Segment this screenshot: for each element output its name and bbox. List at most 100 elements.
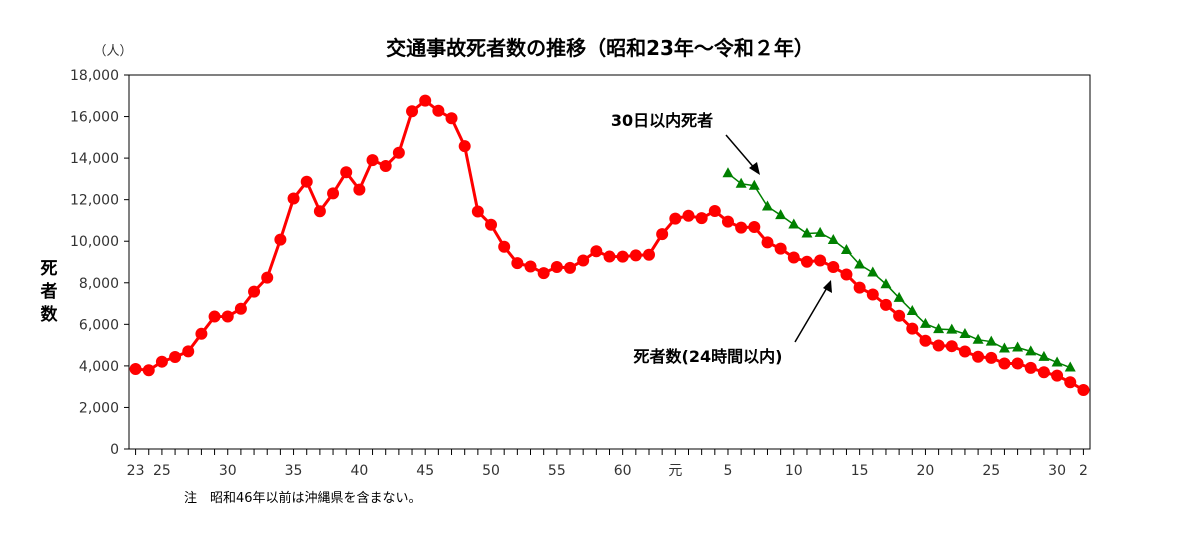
y-axis-title-char: 数 xyxy=(41,304,59,325)
y-axis: 0 2,000 4,000 6,000 8,000 10,000 12,000 14,000 1… xyxy=(70,68,129,458)
y-axis-unit: （人） xyxy=(93,44,132,59)
x-tick-label: 5 xyxy=(724,463,733,479)
data-point xyxy=(998,357,1011,370)
x-tick-label: 45 xyxy=(416,463,434,479)
data-point xyxy=(208,310,221,323)
data-point xyxy=(854,258,866,269)
x-tick-label: 15 xyxy=(851,463,869,479)
data-point xyxy=(879,298,892,311)
data-point xyxy=(142,364,155,377)
data-point xyxy=(327,187,340,200)
data-point xyxy=(748,179,760,190)
data-point xyxy=(721,215,734,228)
x-tick-label: 50 xyxy=(482,463,500,479)
data-point xyxy=(524,260,537,273)
data-point xyxy=(775,209,787,220)
data-point xyxy=(313,205,326,218)
data-point xyxy=(669,212,682,225)
data-point xyxy=(155,355,168,368)
data-point xyxy=(629,249,642,262)
data-point xyxy=(1051,356,1063,367)
y-axis-title-char: 死 xyxy=(41,259,58,279)
data-point xyxy=(1025,345,1037,356)
data-point xyxy=(366,154,379,167)
data-point xyxy=(590,245,603,258)
x-tick-label: 2 xyxy=(1079,463,1088,479)
data-point xyxy=(1077,384,1090,397)
series-within-24h xyxy=(129,94,1090,397)
data-point xyxy=(761,236,774,249)
annotation-arrow-24h xyxy=(794,285,829,343)
y-tick-label: 14,000 xyxy=(70,151,119,167)
data-point xyxy=(458,140,471,153)
data-point xyxy=(840,268,853,281)
data-point xyxy=(1024,361,1037,374)
data-point xyxy=(682,209,695,222)
data-point xyxy=(893,291,905,302)
x-tick-label: 23 xyxy=(127,463,145,479)
data-point xyxy=(300,175,313,188)
data-point xyxy=(419,94,432,107)
data-point xyxy=(985,335,997,346)
series-within-30days xyxy=(722,167,1076,372)
data-point xyxy=(801,227,813,238)
data-point xyxy=(1037,366,1050,379)
data-point xyxy=(485,218,498,231)
data-point xyxy=(880,278,892,289)
x-tick-label: 20 xyxy=(917,463,935,479)
data-point xyxy=(906,305,918,316)
data-point xyxy=(616,250,629,263)
data-point xyxy=(959,327,971,338)
x-tick-label: 30 xyxy=(219,463,237,479)
data-point xyxy=(695,212,708,225)
annotation-arrow-30day xyxy=(725,134,757,171)
data-point xyxy=(471,205,484,218)
data-point xyxy=(445,112,458,125)
data-point xyxy=(840,244,852,255)
y-tick-label: 2,000 xyxy=(79,400,119,416)
data-point xyxy=(234,302,247,315)
y-tick-label: 8,000 xyxy=(79,276,119,292)
data-point xyxy=(1012,341,1024,352)
data-point xyxy=(432,104,445,117)
data-point xyxy=(642,248,655,261)
data-point xyxy=(853,281,866,294)
data-point xyxy=(1051,369,1064,382)
data-point xyxy=(788,218,800,229)
data-point xyxy=(392,146,405,159)
data-point xyxy=(945,340,958,353)
x-tick-label: 元 xyxy=(668,463,682,479)
data-point xyxy=(1064,376,1077,389)
data-point xyxy=(340,166,353,179)
data-point xyxy=(800,255,813,268)
data-point xyxy=(708,205,721,218)
data-point xyxy=(932,339,945,352)
data-point xyxy=(735,221,748,234)
y-tick-label: 4,000 xyxy=(79,359,119,375)
chart-note: 注 昭和46年以前は沖縄県を含まない。 xyxy=(184,490,422,506)
arrowhead-30day xyxy=(749,162,760,175)
x-tick-label: 60 xyxy=(614,463,632,479)
data-point xyxy=(379,160,392,173)
x-tick-label: 10 xyxy=(785,463,803,479)
data-point xyxy=(537,267,550,280)
x-tick-label: 25 xyxy=(982,463,1000,479)
data-point xyxy=(656,228,669,241)
data-point xyxy=(406,105,419,118)
data-point xyxy=(827,233,839,244)
data-point xyxy=(985,351,998,364)
data-point xyxy=(722,167,734,178)
y-tick-label: 18,000 xyxy=(70,68,119,84)
x-tick-label: 25 xyxy=(153,463,171,479)
data-point xyxy=(274,233,287,246)
data-point xyxy=(577,254,590,267)
data-point xyxy=(814,254,827,267)
data-point xyxy=(1064,361,1076,372)
data-point xyxy=(353,183,366,196)
data-point xyxy=(958,345,971,358)
y-tick-label: 16,000 xyxy=(70,110,119,126)
data-point xyxy=(972,333,984,344)
data-point xyxy=(893,309,906,322)
data-point xyxy=(748,221,761,234)
